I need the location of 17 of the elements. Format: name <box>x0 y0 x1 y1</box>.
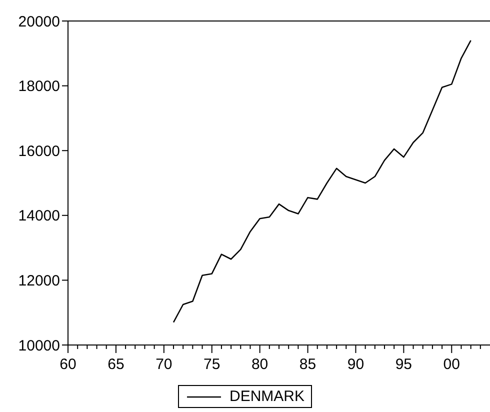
y-tick-label: 20000 <box>18 13 60 30</box>
y-tick-label: 18000 <box>18 78 60 96</box>
y-tick-label: 12000 <box>18 272 60 290</box>
x-tick-label: 75 <box>204 356 220 373</box>
x-tick-label: 60 <box>60 356 76 373</box>
legend-label: DENMARK <box>228 388 304 405</box>
y-tick-label: 16000 <box>18 142 60 160</box>
x-tick-label: 65 <box>108 356 124 373</box>
x-tick-label: 90 <box>347 356 364 373</box>
x-tick-label: 70 <box>156 356 172 373</box>
line-series <box>172 40 472 323</box>
x-tick-label: 85 <box>299 356 316 373</box>
x-tick-label: 00 <box>443 356 460 373</box>
y-tick-label: 14000 <box>18 208 60 225</box>
y-tick-label: 10000 <box>18 337 60 354</box>
x-tick-label: 80 <box>251 356 268 373</box>
x-tick-label: 95 <box>395 356 412 373</box>
